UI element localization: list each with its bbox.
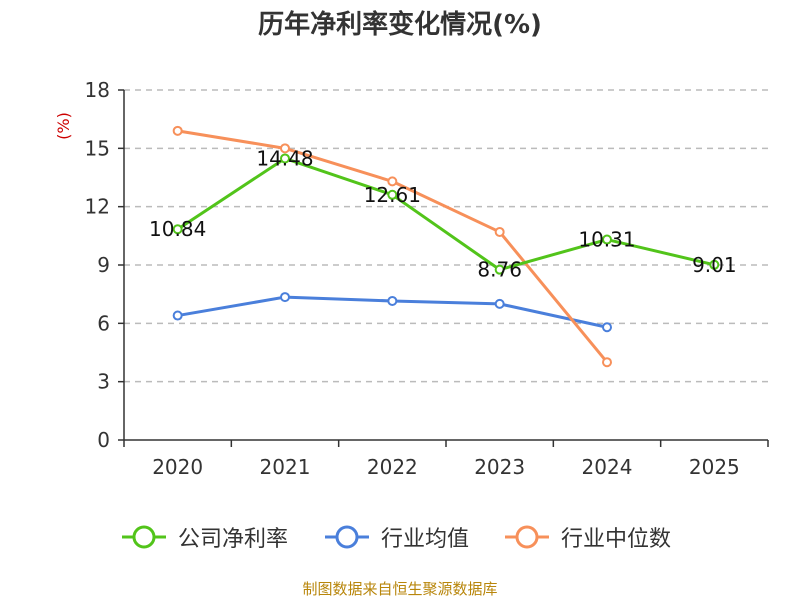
y-tick-label: 9 [97, 253, 110, 277]
data-point [387, 176, 398, 187]
data-point [172, 125, 183, 136]
source-note: 制图数据来自恒生聚源数据库 [302, 580, 498, 598]
y-axis-unit-label: (%) [54, 112, 73, 140]
x-tick-label: 2022 [367, 455, 418, 479]
chart-title: 历年净利率变化情况(%) [258, 10, 542, 40]
data-point [280, 292, 290, 303]
legend-label: 行业中位数 [561, 527, 672, 552]
legend-swatch-median-icon [505, 525, 549, 549]
y-tick-label: 12 [85, 195, 110, 219]
data-point [280, 153, 290, 164]
series-line [176, 156, 715, 272]
legend-swatch-mean-icon [325, 525, 369, 549]
legend-item-industry-median[interactable]: 行业中位数 [503, 520, 671, 554]
data-point [602, 322, 612, 333]
data-point [494, 226, 505, 237]
axis-layer: 0 3 6 9 12 15 18 (%) 2020 2021 2022 2023 2024 2025 [54, 78, 769, 479]
data-point [172, 310, 183, 321]
data-point [172, 224, 183, 235]
data-label: 8.76 [477, 258, 522, 282]
legend-swatch-company-icon [122, 525, 166, 549]
x-tick-label: 2020 [152, 455, 203, 479]
series-layer [172, 125, 720, 368]
data-point [280, 143, 290, 154]
x-tick-label: 2024 [582, 455, 633, 479]
y-tick-label: 18 [85, 78, 110, 102]
legend-label: 行业均值 [381, 527, 470, 552]
data-point [494, 264, 505, 275]
label-layer: 10.84 14.48 12.61 8.76 10.31 9.01 [149, 146, 737, 281]
data-point [494, 298, 505, 309]
grid-layer [124, 89, 768, 383]
data-point [387, 189, 398, 200]
data-point [387, 295, 398, 306]
data-point [602, 234, 612, 245]
legend-label: 公司净利率 [178, 527, 289, 552]
legend-item-industry-mean[interactable]: 行业均值 [323, 520, 469, 554]
series-line [177, 129, 609, 364]
y-tick-label: 6 [97, 311, 110, 335]
x-tick-label: 2023 [474, 455, 525, 479]
y-tick-label: 0 [97, 428, 110, 452]
data-label: 12.61 [364, 183, 421, 207]
x-tick-label: 2025 [689, 455, 740, 479]
x-tick-label: 2021 [260, 455, 311, 479]
legend-item-company-net-margin[interactable]: 公司净利率 [120, 520, 288, 554]
data-label: 14.48 [256, 146, 313, 170]
y-tick-label: 15 [85, 136, 110, 160]
data-label: 10.84 [149, 217, 206, 241]
data-label: 9.01 [692, 253, 737, 277]
y-tick-label: 3 [97, 370, 110, 394]
data-label: 10.31 [578, 228, 635, 252]
data-point [709, 259, 720, 270]
data-point [602, 357, 612, 368]
